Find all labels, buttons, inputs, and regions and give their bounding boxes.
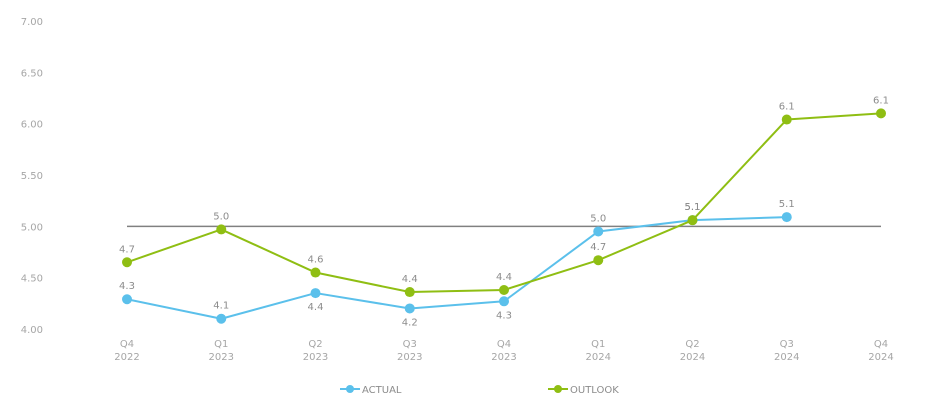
series-line-outlook [126,112,882,294]
data-label-outlook-4: 4.4 [496,272,512,283]
series-group [122,108,886,324]
data-point-actual-7 [781,212,792,223]
legend: ACTUAL OUTLOOK [340,385,619,396]
x-tick-label-4: Q4 2023 [491,339,516,363]
x-tick-label-0: Q4 2022 [114,339,139,363]
data-label-actual-4: 4.3 [496,310,512,321]
data-label-outlook-8: 6.1 [873,95,889,106]
data-label-actual-1: 4.1 [213,301,229,312]
y-tick-label-4: 6.00 [21,120,43,131]
data-point-outlook-3 [404,287,415,298]
data-label-actual-2: 4.4 [308,302,324,313]
data-label-actual-6: 5.1 [685,202,701,213]
y-tick-label-5: 6.50 [21,68,43,79]
data-label-outlook-6: 5.1 [685,202,701,213]
data-label-actual-0: 4.3 [119,281,135,292]
data-point-actual-2 [310,288,321,299]
data-label-outlook-0: 4.7 [119,244,135,255]
series-line-actual [126,216,787,320]
x-tick-label-5: Q1 2024 [586,339,611,363]
data-label-actual-7: 5.1 [779,199,795,210]
data-point-actual-4 [499,296,509,307]
data-label-outlook-2: 4.6 [308,255,324,266]
x-tick-label-1: Q1 2023 [209,339,234,363]
data-labels-group: 4.3 4.1 4.4 4.2 4.3 5.0 5.1 5.1 4.7 5.0 4.6 4.4 4.4 4… [119,95,889,328]
x-tick-label-7: Q3 2024 [774,339,799,363]
data-point-outlook-6 [687,215,698,226]
data-point-actual-3 [404,303,415,314]
data-point-actual-1 [216,313,227,324]
data-label-outlook-1: 5.0 [213,211,229,222]
x-tick-label-2: Q2 2023 [303,339,328,363]
data-point-outlook-7 [781,114,792,125]
x-tick-label-6: Q2 2024 [680,339,705,363]
y-tick-label-2: 5.00 [21,222,43,233]
data-label-outlook-7: 6.1 [779,102,795,113]
y-tick-label-6: 7.00 [21,17,43,28]
data-point-actual-0 [122,294,132,305]
data-point-outlook-5 [593,255,604,266]
legend-marker-outlook [554,385,562,393]
data-point-outlook-8 [876,108,886,119]
y-tick-label-3: 5.50 [21,171,43,182]
data-point-outlook-4 [499,284,509,295]
data-label-actual-5: 5.0 [590,213,606,224]
y-axis: 4.00 4.50 5.00 5.50 6.00 6.50 7.00 [21,17,43,336]
y-tick-label-1: 4.50 [21,274,43,285]
x-tick-label-8: Q4 2024 [868,339,893,363]
legend-label-outlook: OUTLOOK [570,385,619,396]
x-axis: Q4 2022 Q1 2023 Q2 2023 Q3 2023 Q4 2023 Q1 2024 Q2 20… [114,339,893,363]
data-point-outlook-0 [122,257,132,268]
data-label-outlook-5: 4.7 [590,242,606,253]
data-point-actual-5 [593,226,604,237]
legend-label-actual: ACTUAL [362,385,402,396]
y-tick-label-0: 4.00 [21,325,43,336]
legend-marker-actual [346,385,354,393]
data-label-outlook-3: 4.4 [402,274,418,285]
data-point-outlook-1 [216,224,227,235]
x-tick-label-3: Q3 2023 [397,339,422,363]
data-point-outlook-2 [310,267,321,278]
data-label-actual-3: 4.2 [402,317,418,328]
